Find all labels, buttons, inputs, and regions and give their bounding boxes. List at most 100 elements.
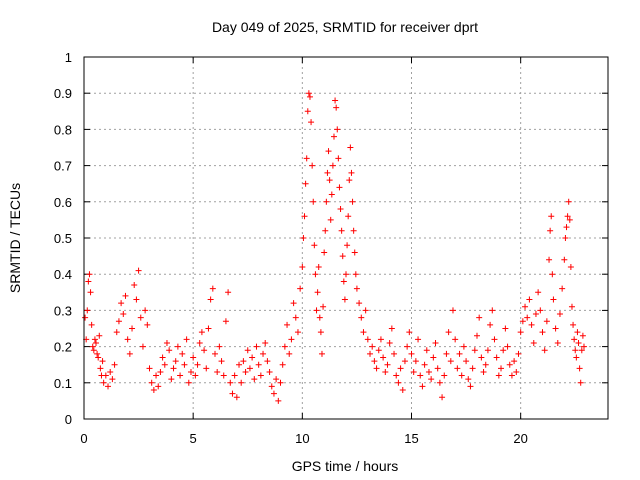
data-point: [82, 314, 89, 321]
data-point: [311, 242, 318, 249]
data-point: [452, 336, 459, 343]
data-point: [423, 347, 430, 354]
data-point: [343, 271, 349, 278]
data-point: [139, 343, 146, 350]
data-point: [260, 350, 267, 357]
data-point: [212, 350, 218, 357]
data-point: [214, 368, 221, 375]
data-point: [341, 296, 348, 303]
data-point: [445, 329, 452, 336]
y-tick-label: 0.2: [54, 340, 72, 355]
data-point: [439, 394, 446, 401]
data-point: [288, 336, 295, 343]
data-point: [369, 343, 376, 350]
data-point: [447, 358, 454, 365]
data-point: [391, 350, 398, 357]
data-point: [352, 271, 359, 278]
y-tick-label: 0.6: [54, 195, 72, 210]
data-point: [388, 325, 395, 332]
data-point: [91, 336, 98, 343]
data-point: [329, 162, 336, 169]
data-point: [229, 390, 236, 397]
data-point: [231, 372, 238, 379]
data-point: [345, 213, 352, 220]
data-point: [192, 372, 199, 379]
data-point: [84, 307, 91, 314]
data-point: [382, 368, 389, 375]
data-point: [415, 336, 422, 343]
data-point: [326, 177, 333, 184]
data-point: [246, 365, 253, 372]
data-point: [157, 368, 164, 375]
y-axis-label: SRMTID / TECUs: [7, 183, 23, 293]
data-point: [275, 397, 282, 404]
data-point: [339, 253, 346, 260]
data-point: [482, 361, 489, 368]
x-tick-label: 20: [513, 431, 527, 446]
data-point: [579, 332, 586, 339]
data-point: [358, 314, 365, 321]
plot-frame: [83, 56, 609, 420]
data-point: [286, 350, 293, 357]
data-point: [89, 343, 96, 350]
data-point: [504, 343, 511, 350]
data-point: [292, 314, 299, 321]
data-point: [300, 235, 307, 241]
data-point: [570, 321, 577, 328]
data-point: [371, 358, 378, 365]
data-point: [249, 354, 256, 361]
data-point: [179, 350, 186, 357]
data-point: [297, 285, 304, 292]
data-point: [268, 383, 275, 390]
data-point: [541, 347, 548, 354]
data-point: [183, 336, 190, 343]
data-point: [335, 155, 342, 162]
data-point: [97, 365, 104, 372]
y-tick-label: 0.3: [54, 303, 72, 318]
data-point: [107, 368, 114, 375]
data-point: [133, 296, 140, 303]
data-point: [574, 329, 581, 336]
data-point: [236, 361, 243, 368]
data-point: [412, 358, 419, 365]
data-point: [129, 325, 136, 332]
data-point: [203, 365, 210, 372]
data-point: [126, 350, 133, 357]
data-point: [568, 303, 575, 310]
data-point: [578, 347, 585, 354]
data-point: [309, 162, 316, 169]
data-point: [566, 216, 573, 223]
data-point: [105, 383, 112, 390]
y-tick-label: 0.8: [54, 122, 72, 137]
y-tick-label: 0.4: [54, 267, 72, 282]
data-point: [118, 300, 125, 307]
data-point: [465, 376, 472, 383]
data-point: [478, 354, 485, 361]
data-point: [308, 119, 315, 126]
data-point: [373, 365, 380, 372]
y-tick-label: 0.1: [54, 376, 72, 391]
data-point: [122, 292, 129, 299]
data-point: [377, 336, 384, 343]
data-point: [332, 97, 339, 104]
data-point: [109, 376, 116, 383]
data-point: [380, 354, 387, 361]
data-point: [273, 376, 280, 383]
data-point: [334, 126, 341, 133]
data-point: [476, 314, 483, 321]
data-point: [135, 267, 142, 274]
data-point: [227, 379, 234, 386]
data-point: [166, 347, 173, 354]
data-point: [375, 347, 382, 354]
data-point: [163, 339, 170, 346]
data-point: [489, 307, 496, 314]
chart-title: Day 049 of 2025, SRMTID for receiver dpr…: [212, 19, 478, 35]
data-point: [454, 365, 461, 372]
data-point: [131, 282, 138, 289]
data-point: [386, 339, 393, 346]
data-point: [302, 180, 309, 187]
data-point: [85, 278, 92, 285]
data-point: [201, 347, 208, 354]
data-point: [262, 339, 269, 346]
